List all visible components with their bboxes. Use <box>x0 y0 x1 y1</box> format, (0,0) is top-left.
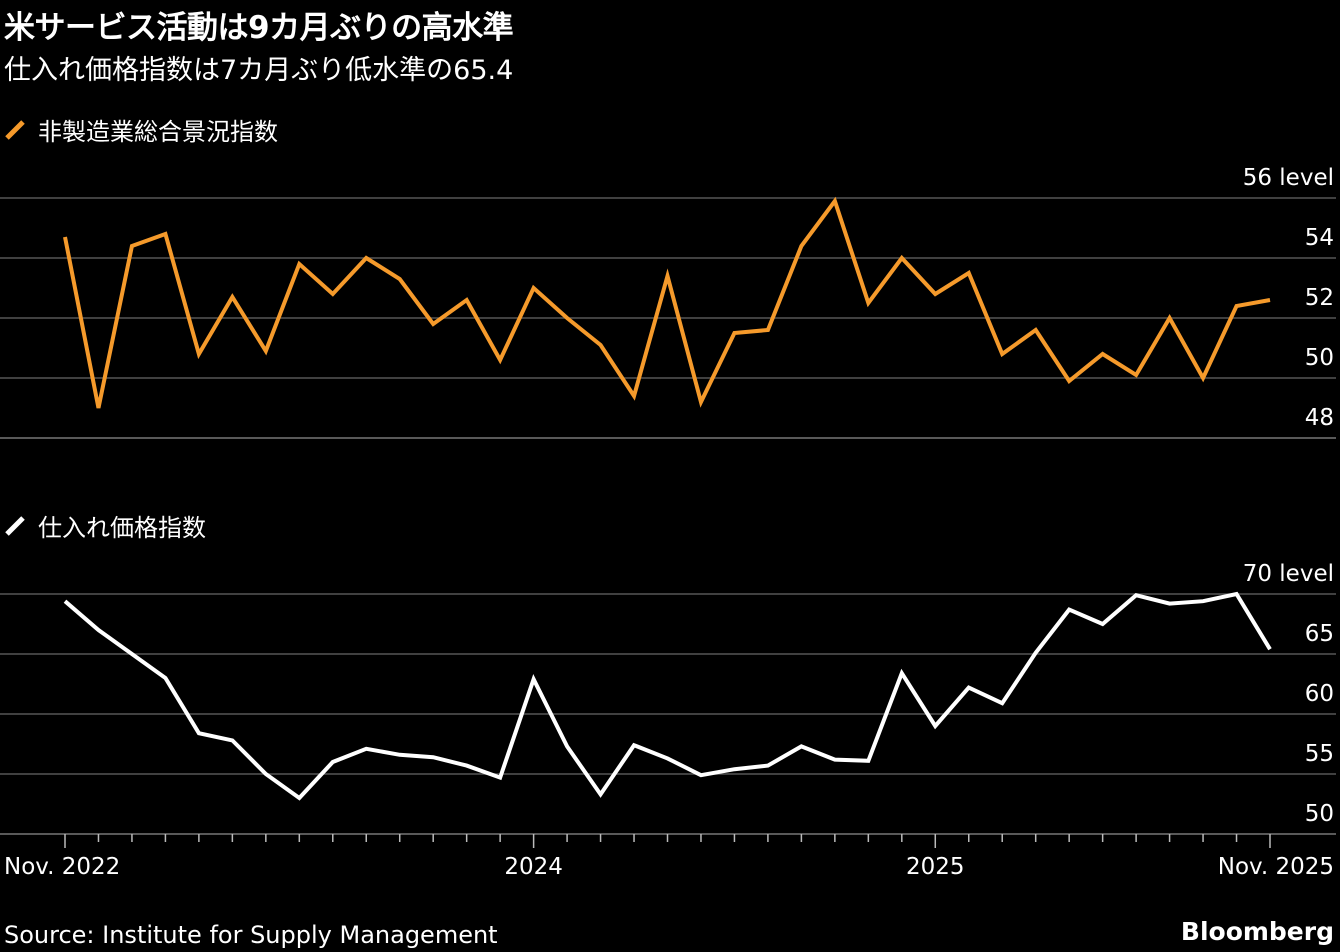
services-index-line <box>63 196 1271 409</box>
prices-paid-line <box>63 591 1272 801</box>
x-tick-label: 2024 <box>504 854 563 880</box>
x-axis: Nov. 2022 2024 2025 Nov. 2025 <box>4 834 1334 880</box>
y-tick-label: 65 <box>1305 621 1334 647</box>
y-tick-label: 50 <box>1305 801 1334 827</box>
y-tick-label: 70 level <box>1243 561 1334 587</box>
panel-prices-paid: 70 level 65 60 55 50 <box>0 561 1336 835</box>
legend-label-services: 非製造業総合景況指数 <box>38 118 278 146</box>
y-tick-label: 52 <box>1305 285 1334 311</box>
orange-line-swatch-icon <box>5 119 25 140</box>
y-tick-label: 54 <box>1305 225 1334 251</box>
y-tick-label: 50 <box>1305 345 1334 371</box>
chart-title: 米サービス活動は9カ月ぶりの高水準 <box>4 10 514 46</box>
source-note: Source: Institute for Supply Management <box>4 921 498 949</box>
y-tick-label: 60 <box>1305 681 1334 707</box>
legend-services-index: 非製造業総合景況指数 <box>4 112 278 147</box>
legend-label-prices: 仕入れ価格指数 <box>38 514 206 542</box>
bloomberg-logo: Bloomberg <box>1180 917 1334 946</box>
y-tick-label: 55 <box>1305 741 1334 767</box>
legend-prices-paid: 仕入れ価格指数 <box>4 508 206 543</box>
white-line-swatch-icon <box>5 515 25 536</box>
panel-services-index: 56 level 54 52 50 48 <box>0 165 1336 439</box>
x-tick-label: Nov. 2025 <box>1218 854 1334 880</box>
chart-subtitle: 仕入れ価格指数は7カ月ぶり低水準の65.4 <box>4 55 514 86</box>
y-tick-label: 48 <box>1305 405 1334 431</box>
x-tick-label: Nov. 2022 <box>4 854 120 880</box>
y-tick-label: 56 level <box>1243 165 1334 191</box>
x-tick-label: 2025 <box>906 854 965 880</box>
